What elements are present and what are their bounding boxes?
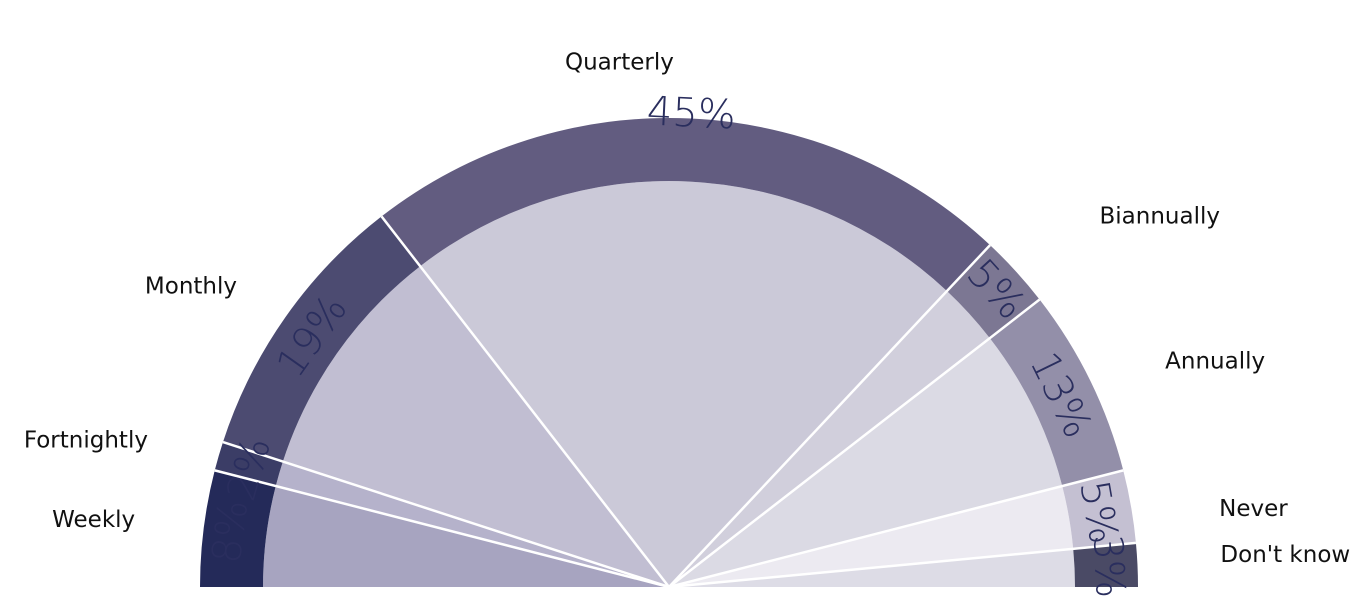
slice-rim-fortnightly (214, 442, 283, 487)
category-label-don-t-know: Don't know (1220, 542, 1350, 568)
slice-rim-biannually (946, 245, 1040, 339)
percent-label-never: 5% (1070, 477, 1126, 547)
slice-separator-line (214, 469, 670, 589)
category-label-never: Never (1219, 496, 1288, 522)
slice-fill-monthly (282, 266, 669, 587)
category-label-quarterly: Quarterly (565, 50, 674, 76)
category-label-biannually: Biannually (1100, 204, 1220, 230)
slice-rim-quarterly (381, 117, 991, 292)
slice-separator-line (668, 298, 1041, 588)
slice-separator-line (222, 440, 670, 589)
category-label-fortnightly: Fortnightly (24, 428, 148, 454)
percent-label-don-t-know: 3% (1084, 533, 1133, 599)
category-label-monthly: Monthly (145, 273, 237, 299)
slice-rim-annually (989, 299, 1124, 487)
slice-separator-line (668, 541, 1137, 589)
slice-fill-annually (669, 338, 1063, 587)
slice-rim-weekly (200, 470, 276, 587)
slice-rim-monthly (222, 216, 421, 462)
percent-label-quarterly: 45% (646, 88, 737, 138)
category-label-weekly: Weekly (52, 507, 135, 533)
slice-separator-line (668, 244, 991, 588)
category-labels: Weekly Fortnightly Monthly Quarterly Biannua… (24, 50, 1350, 569)
slice-rim-don-t-know (1073, 542, 1138, 587)
slice-rims (200, 117, 1138, 587)
percent-label-weekly: 8% (204, 497, 258, 566)
slice-fill-quarterly (420, 180, 947, 587)
slice-separator-line (380, 215, 670, 588)
category-label-annually: Annually (1165, 349, 1265, 375)
slice-rim-never (1062, 470, 1136, 549)
slice-fill-biannually (669, 291, 990, 587)
slice-separator-line (668, 469, 1124, 589)
slice-separators (214, 215, 1137, 589)
